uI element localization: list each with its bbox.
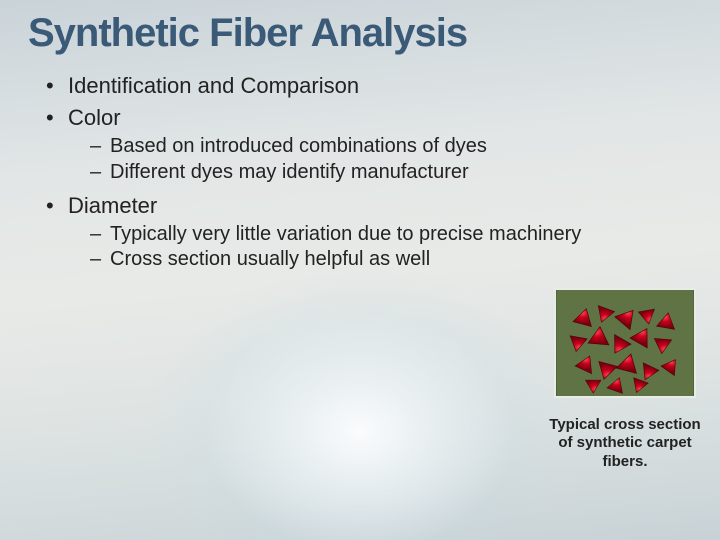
- bullet-item: Identification and Comparison: [46, 72, 692, 100]
- figure-caption: Typical cross section of synthetic carpe…: [544, 416, 706, 471]
- sub-bullet-item: Cross section usually helpful as well: [90, 247, 692, 273]
- sub-bullet-list: Based on introduced combinations of dyes…: [68, 134, 692, 185]
- bullet-text: Identification and Comparison: [68, 73, 359, 98]
- sub-bullet-list: Typically very little variation due to p…: [68, 222, 692, 273]
- sub-bullet-text: Based on introduced combinations of dyes: [110, 135, 487, 157]
- sub-bullet-text: Typically very little variation due to p…: [110, 223, 581, 245]
- slide-title: Synthetic Fiber Analysis: [28, 12, 692, 54]
- bullet-list: Identification and Comparison Color Base…: [28, 72, 692, 273]
- bullet-text: Diameter: [68, 193, 157, 218]
- sub-bullet-text: Cross section usually helpful as well: [110, 248, 430, 270]
- sub-bullet-text: Different dyes may identify manufacturer: [110, 161, 469, 183]
- sub-bullet-item: Different dyes may identify manufacturer: [90, 160, 692, 186]
- sub-bullet-item: Typically very little variation due to p…: [90, 222, 692, 248]
- figure-image: [554, 288, 696, 398]
- slide: Synthetic Fiber Analysis Identification …: [0, 0, 720, 540]
- bullet-item: Diameter Typically very little variation…: [46, 192, 692, 273]
- bullet-item: Color Based on introduced combinations o…: [46, 104, 692, 185]
- sub-bullet-item: Based on introduced combinations of dyes: [90, 134, 692, 160]
- fiber-cross-section-icon: [556, 290, 694, 396]
- bullet-text: Color: [68, 105, 121, 130]
